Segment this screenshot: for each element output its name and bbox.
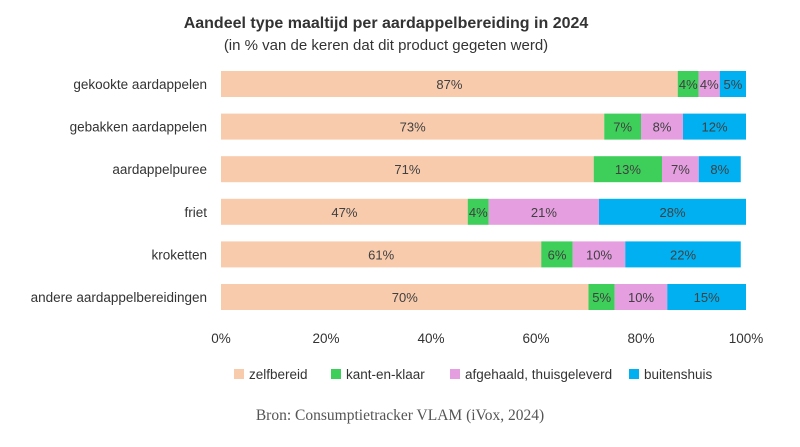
data-label: 8% <box>710 162 729 177</box>
bar-segment-zelfbereid <box>221 284 589 310</box>
data-label: 8% <box>653 120 672 135</box>
category-label: kroketten <box>151 247 207 262</box>
legend-label: buitenshuis <box>644 367 713 382</box>
bar-segment-zelfbereid <box>221 71 678 97</box>
bar-segment-kant-en-klaar <box>604 113 641 140</box>
data-label: 71% <box>394 162 420 177</box>
data-label: 61% <box>368 247 394 262</box>
data-label: 6% <box>548 247 567 262</box>
data-label: 4% <box>700 77 719 92</box>
data-label: 22% <box>670 247 696 262</box>
data-label: 87% <box>436 77 462 92</box>
bar-segment-buitenshuis <box>625 241 741 268</box>
bar-segment-buitenshuis <box>683 113 746 140</box>
category-label: friet <box>184 205 207 220</box>
data-label: 70% <box>392 290 418 305</box>
bar-segment-afgehaald-thuisgeleverd <box>698 71 720 97</box>
category-label: gekookte aardappelen <box>73 77 207 92</box>
bar-segment-afgehaald-thuisgeleverd <box>572 241 626 268</box>
x-tick-label: 0% <box>211 331 231 346</box>
x-tick-label: 100% <box>729 331 764 346</box>
data-label: 13% <box>615 162 641 177</box>
bar-segment-afgehaald-thuisgeleverd <box>614 284 668 310</box>
data-label: 5% <box>723 77 742 92</box>
bar-segment-kant-en-klaar <box>467 198 489 225</box>
data-label: 7% <box>671 162 690 177</box>
data-label: 7% <box>613 120 632 135</box>
legend-swatch <box>450 369 460 379</box>
bar-segment-buitenshuis <box>719 71 746 97</box>
category-label: gebakken aardappelen <box>70 120 207 135</box>
chart-title: Aandeel type maaltijd per aardappelberei… <box>184 15 589 32</box>
bar-segment-buitenshuis <box>599 198 746 225</box>
legend-label: afgehaald, thuisgeleverd <box>465 367 612 382</box>
bar-segment-afgehaald-thuisgeleverd <box>488 198 599 225</box>
legend-swatch <box>234 369 244 379</box>
bar-segment-buitenshuis <box>698 156 741 183</box>
data-label: 47% <box>331 205 357 220</box>
bar-segment-kant-en-klaar <box>593 156 662 183</box>
bar-segment-zelfbereid <box>221 241 542 268</box>
data-label: 10% <box>628 290 654 305</box>
x-tick-label: 40% <box>417 331 444 346</box>
bar-segment-buitenshuis <box>667 284 746 310</box>
x-axis-ticks: 0% 20% 40% 60% 80% 100% <box>211 331 763 346</box>
legend-swatch <box>629 369 639 379</box>
bar-segment-zelfbereid <box>221 113 605 140</box>
data-label: 21% <box>531 205 557 220</box>
bar-segment-kant-en-klaar <box>588 284 615 310</box>
data-label: 15% <box>694 290 720 305</box>
chart-subtitle: (in % van de keren dat dit product geget… <box>224 37 548 54</box>
category-label: aardappelpuree <box>112 162 207 177</box>
bar-segment-zelfbereid <box>221 156 594 183</box>
bars-group: 87% 4% 4% 5%73% 7% 8% 12%71% 13% 7% 8%47% 4% 21% 28%… <box>221 71 746 310</box>
data-label: 73% <box>400 120 426 135</box>
bar-segment-afgehaald-thuisgeleverd <box>641 113 683 140</box>
category-labels: gekookte aardappelen gebakken aardappelen… <box>31 77 208 305</box>
data-label: 4% <box>679 77 698 92</box>
legend-label: zelfbereid <box>249 367 308 382</box>
source-note: Bron: Consumptietracker VLAM (iVox, 2024… <box>256 407 544 424</box>
legend-swatch <box>331 369 341 379</box>
x-tick-label: 20% <box>312 331 339 346</box>
data-label: 28% <box>659 205 685 220</box>
bar-segment-zelfbereid <box>221 198 468 225</box>
x-tick-label: 60% <box>522 331 549 346</box>
legend-label: kant-en-klaar <box>346 367 425 382</box>
legend: zelfbereid kant-en-klaar afgehaald, thuisg… <box>234 367 713 382</box>
bar-segment-kant-en-klaar <box>541 241 573 268</box>
data-label: 10% <box>586 247 612 262</box>
category-label: andere aardappelbereidingen <box>31 290 207 305</box>
data-label: 4% <box>469 205 488 220</box>
bar-segment-kant-en-klaar <box>677 71 699 97</box>
bar-segment-afgehaald-thuisgeleverd <box>662 156 699 183</box>
x-tick-label: 80% <box>627 331 654 346</box>
data-label: 5% <box>592 290 611 305</box>
data-label: 12% <box>701 120 727 135</box>
